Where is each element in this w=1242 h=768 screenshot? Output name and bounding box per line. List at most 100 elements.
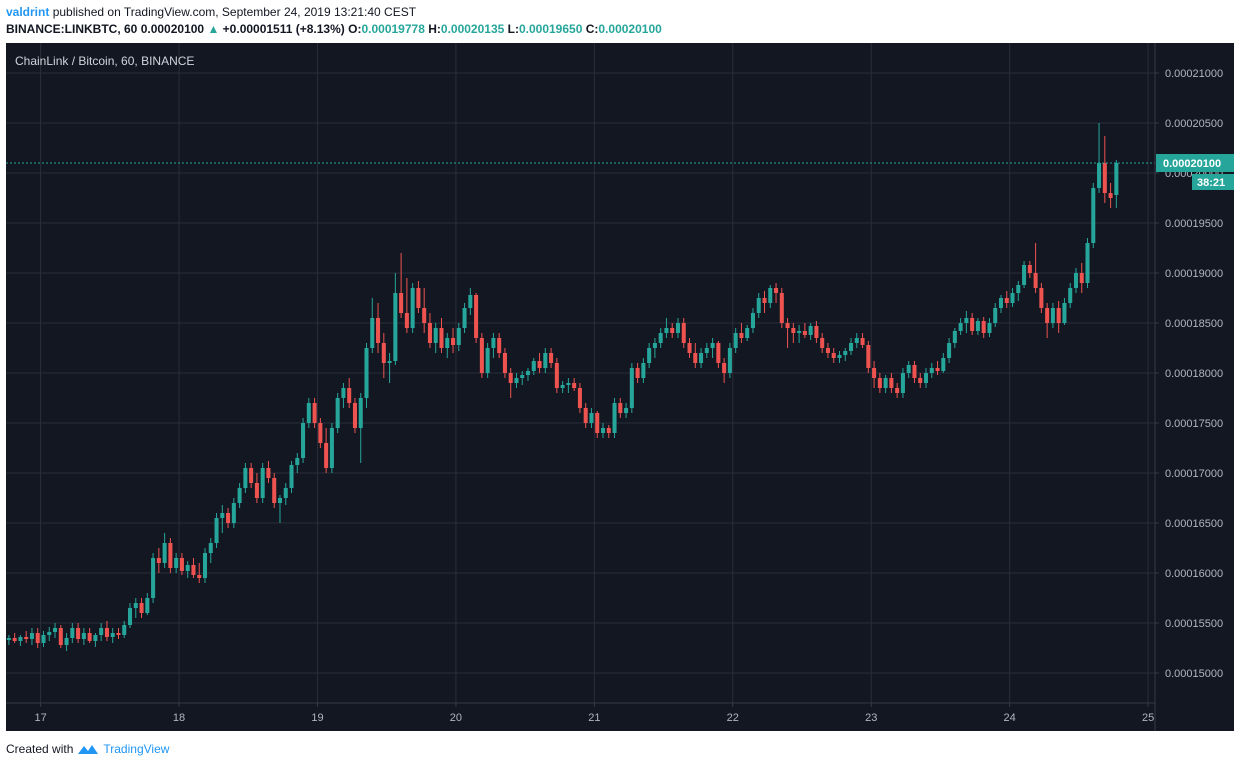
candle-body: [1068, 288, 1073, 303]
candle-body: [537, 361, 542, 368]
candle-body: [768, 288, 773, 303]
candle: [318, 418, 323, 448]
candle: [260, 463, 265, 503]
candle: [756, 293, 761, 318]
publish-info: valdrint published on TradingView.com, S…: [6, 5, 416, 19]
author-link[interactable]: valdrint: [6, 5, 50, 19]
candle: [843, 348, 848, 361]
candle-body: [81, 633, 86, 639]
candle: [923, 368, 929, 388]
candle: [693, 343, 698, 368]
candle-body: [179, 558, 184, 571]
candle-body: [1056, 308, 1061, 323]
candle-body: [197, 575, 202, 578]
candle-body: [854, 338, 859, 343]
candle-body: [231, 503, 236, 523]
y-tick-label: 0.00017500: [1165, 418, 1223, 430]
candle: [110, 628, 115, 643]
price-badge-bg: [1156, 154, 1234, 172]
candles: [6, 123, 1119, 651]
candle-body: [468, 295, 473, 308]
candle: [808, 323, 813, 340]
candle: [647, 343, 652, 368]
price-axis[interactable]: 0.000210000.000205000.000200000.00019500…: [1155, 68, 1223, 680]
candle-body: [652, 343, 657, 348]
x-tick-label: 18: [173, 712, 185, 724]
candle-body: [151, 558, 156, 598]
candle: [104, 621, 109, 641]
candle: [710, 338, 715, 358]
candle-body: [422, 308, 427, 323]
candle: [883, 375, 888, 393]
candle-body: [797, 331, 802, 333]
high-value: 0.00020135: [440, 22, 505, 36]
candle: [595, 411, 600, 438]
candle-body: [283, 488, 288, 498]
candle: [629, 363, 634, 413]
candle-body: [964, 318, 969, 323]
candle-body: [825, 348, 830, 353]
time-axis[interactable]: 17 18 19 20 21 22 23 24 25: [34, 703, 1154, 724]
candle-body: [970, 318, 975, 331]
candle: [739, 323, 744, 343]
candle: [1010, 288, 1015, 307]
candle: [191, 558, 196, 578]
candle: [549, 348, 554, 368]
candle-body: [998, 298, 1004, 308]
candle-body: [162, 543, 167, 563]
candle-body: [531, 361, 536, 371]
candle: [289, 461, 294, 493]
candle: [681, 318, 686, 348]
candle: [266, 461, 271, 483]
x-tick-label: 24: [1004, 712, 1016, 724]
high-label: H:: [428, 22, 441, 36]
countdown-badge-bg: [1192, 174, 1234, 190]
candle: [358, 393, 363, 463]
candle-body: [918, 378, 923, 383]
candle-body: [58, 628, 63, 645]
y-tick-label: 0.00020500: [1165, 118, 1223, 130]
candle-body: [352, 403, 357, 428]
candle-body: [104, 628, 109, 637]
candle-body: [762, 298, 767, 303]
candle-body: [341, 388, 346, 398]
last-price: 0.00020100: [140, 22, 205, 36]
candle-body: [289, 465, 294, 488]
candle: [370, 298, 375, 353]
candle-body: [658, 333, 663, 343]
candle: [133, 598, 138, 618]
candle: [404, 278, 409, 333]
candle-body: [404, 313, 409, 328]
candle: [981, 317, 986, 338]
candle-body: [554, 363, 559, 388]
created-with-text: Created with: [6, 742, 74, 756]
candle: [226, 508, 231, 528]
candle: [762, 291, 767, 313]
candle: [58, 625, 63, 648]
tradingview-link[interactable]: TradingView: [103, 742, 170, 756]
low-value: 0.00019650: [518, 22, 583, 36]
candle-body: [750, 313, 755, 328]
candle-body: [981, 321, 986, 333]
candle-body: [266, 468, 271, 478]
candle-body: [1062, 303, 1067, 323]
candle-body: [883, 378, 888, 388]
candle: [427, 313, 432, 348]
candle: [301, 418, 306, 463]
candle-body: [1045, 308, 1050, 323]
candle-body: [237, 488, 242, 503]
candle: [566, 378, 571, 393]
candle-body: [87, 633, 92, 641]
candle: [99, 623, 104, 641]
candle-body: [733, 333, 738, 348]
candle: [543, 348, 548, 373]
candle-body: [722, 363, 727, 373]
candle-body: [1085, 243, 1090, 283]
candle-body: [416, 288, 421, 308]
candle: [750, 308, 755, 333]
candle: [785, 318, 790, 348]
candle-body: [843, 351, 848, 355]
candle: [1022, 261, 1027, 288]
candle: [652, 338, 657, 358]
